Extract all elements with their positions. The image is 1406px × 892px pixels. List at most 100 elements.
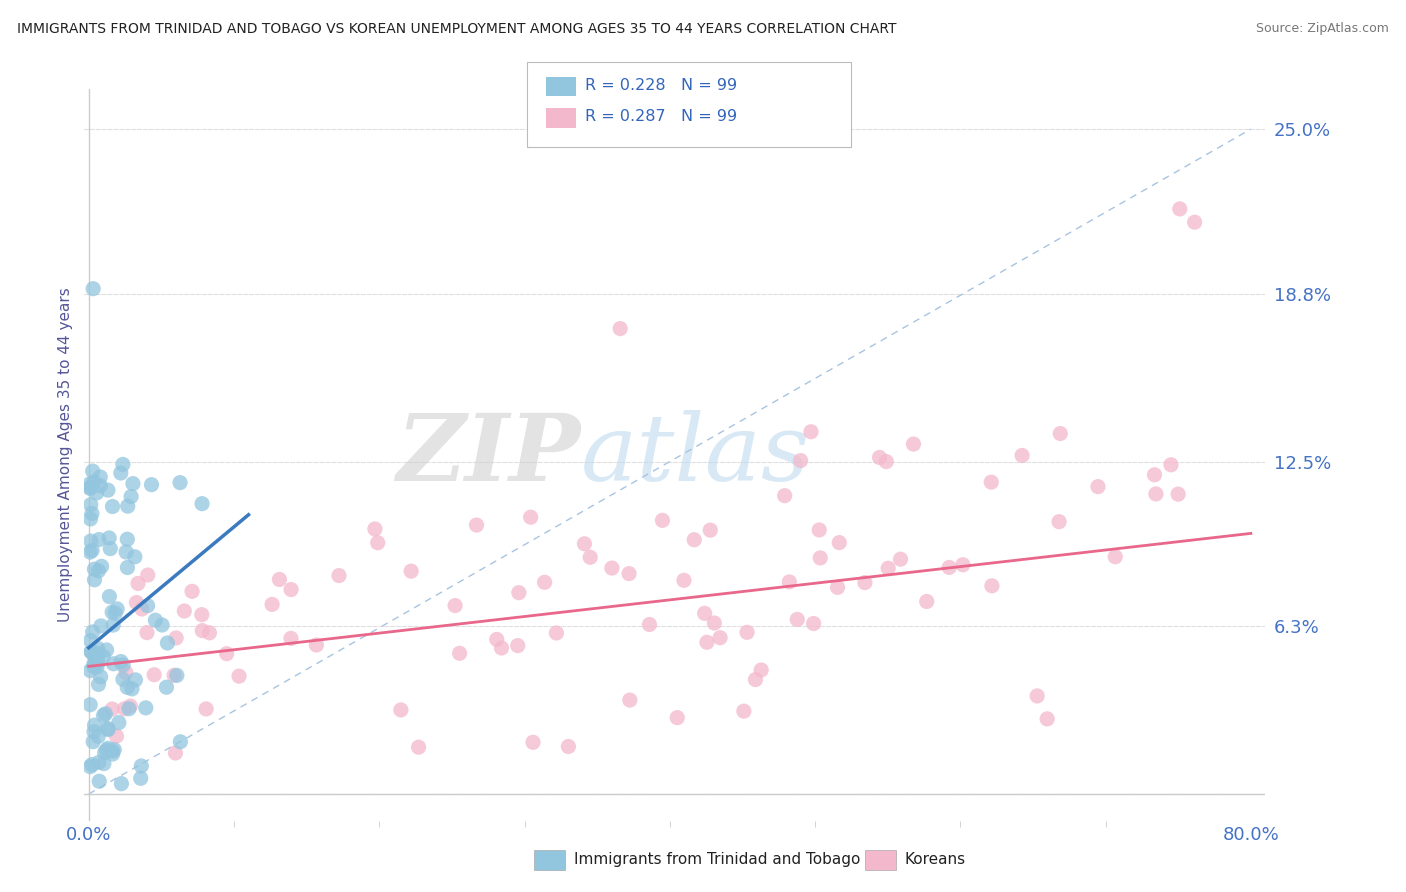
Point — [110, 466, 132, 480]
Point — [83, 724, 105, 739]
Point — [166, 668, 188, 682]
Point — [1049, 426, 1071, 441]
Point — [579, 550, 602, 565]
Point — [122, 476, 145, 491]
Point — [305, 638, 328, 652]
Point — [117, 499, 139, 513]
Point — [136, 599, 159, 613]
Point — [1087, 480, 1109, 494]
Point — [1104, 549, 1126, 564]
Point — [619, 693, 641, 707]
Point — [169, 735, 191, 749]
Point — [125, 596, 148, 610]
Point — [1047, 515, 1070, 529]
Point — [96, 643, 118, 657]
Point — [519, 510, 541, 524]
Point — [135, 701, 157, 715]
Point — [449, 646, 471, 660]
Point — [609, 321, 631, 335]
Point — [600, 561, 623, 575]
Point — [1167, 487, 1189, 501]
Point — [84, 650, 107, 665]
Point — [465, 518, 488, 533]
Point — [93, 708, 115, 723]
Point — [778, 574, 800, 589]
Point — [101, 744, 124, 758]
Point — [98, 531, 121, 545]
Point — [101, 605, 124, 619]
Point — [709, 631, 731, 645]
Point — [808, 523, 831, 537]
Point — [108, 715, 131, 730]
Text: Immigrants from Trinidad and Tobago: Immigrants from Trinidad and Tobago — [574, 853, 860, 867]
Point — [1143, 467, 1166, 482]
Point — [82, 624, 104, 639]
Point — [546, 626, 568, 640]
Point — [169, 475, 191, 490]
Point — [683, 533, 706, 547]
Point — [508, 585, 530, 599]
Text: Koreans: Koreans — [904, 853, 965, 867]
Point — [87, 533, 110, 547]
Point — [215, 647, 238, 661]
Point — [808, 550, 831, 565]
Point — [83, 657, 105, 671]
Point — [89, 479, 111, 493]
Point — [90, 670, 112, 684]
Point — [121, 681, 143, 696]
Point — [111, 673, 134, 687]
Point — [105, 602, 128, 616]
Point — [114, 665, 136, 680]
Point — [875, 454, 897, 468]
Point — [915, 594, 938, 608]
Point — [82, 282, 104, 296]
Point — [118, 702, 141, 716]
Point — [280, 632, 302, 646]
Text: IMMIGRANTS FROM TRINIDAD AND TOBAGO VS KOREAN UNEMPLOYMENT AMONG AGES 35 TO 44 Y: IMMIGRANTS FROM TRINIDAD AND TOBAGO VS K… — [17, 22, 897, 37]
Point — [79, 633, 101, 648]
Point — [803, 616, 825, 631]
Point — [491, 640, 513, 655]
Point — [127, 576, 149, 591]
Point — [1160, 458, 1182, 472]
Point — [141, 477, 163, 491]
Point — [103, 657, 125, 671]
Point — [129, 772, 152, 786]
Point — [94, 706, 117, 721]
Point — [163, 668, 186, 682]
Y-axis label: Unemployment Among Ages 35 to 44 years: Unemployment Among Ages 35 to 44 years — [58, 287, 73, 623]
Point — [87, 729, 110, 743]
Point — [693, 607, 716, 621]
Point — [136, 625, 159, 640]
Point — [399, 564, 422, 578]
Point — [91, 649, 114, 664]
Point — [86, 660, 108, 674]
Point — [165, 746, 187, 760]
Point — [101, 500, 124, 514]
Point — [110, 655, 132, 669]
Point — [89, 774, 111, 789]
Point — [789, 453, 811, 467]
Point — [90, 559, 112, 574]
Point — [198, 625, 221, 640]
Point — [506, 639, 529, 653]
Point — [90, 619, 112, 633]
Point — [735, 625, 758, 640]
Point — [87, 656, 110, 670]
Point — [82, 734, 104, 748]
Point — [155, 680, 177, 694]
Point — [96, 743, 118, 757]
Point — [828, 535, 851, 549]
Point — [191, 497, 214, 511]
Point — [97, 723, 120, 737]
Point — [117, 560, 139, 574]
Point — [104, 606, 127, 620]
Point — [617, 566, 640, 581]
Point — [101, 747, 124, 761]
Point — [117, 681, 139, 695]
Point — [83, 573, 105, 587]
Point — [143, 667, 166, 681]
Point — [1036, 712, 1059, 726]
Point — [124, 549, 146, 564]
Point — [131, 602, 153, 616]
